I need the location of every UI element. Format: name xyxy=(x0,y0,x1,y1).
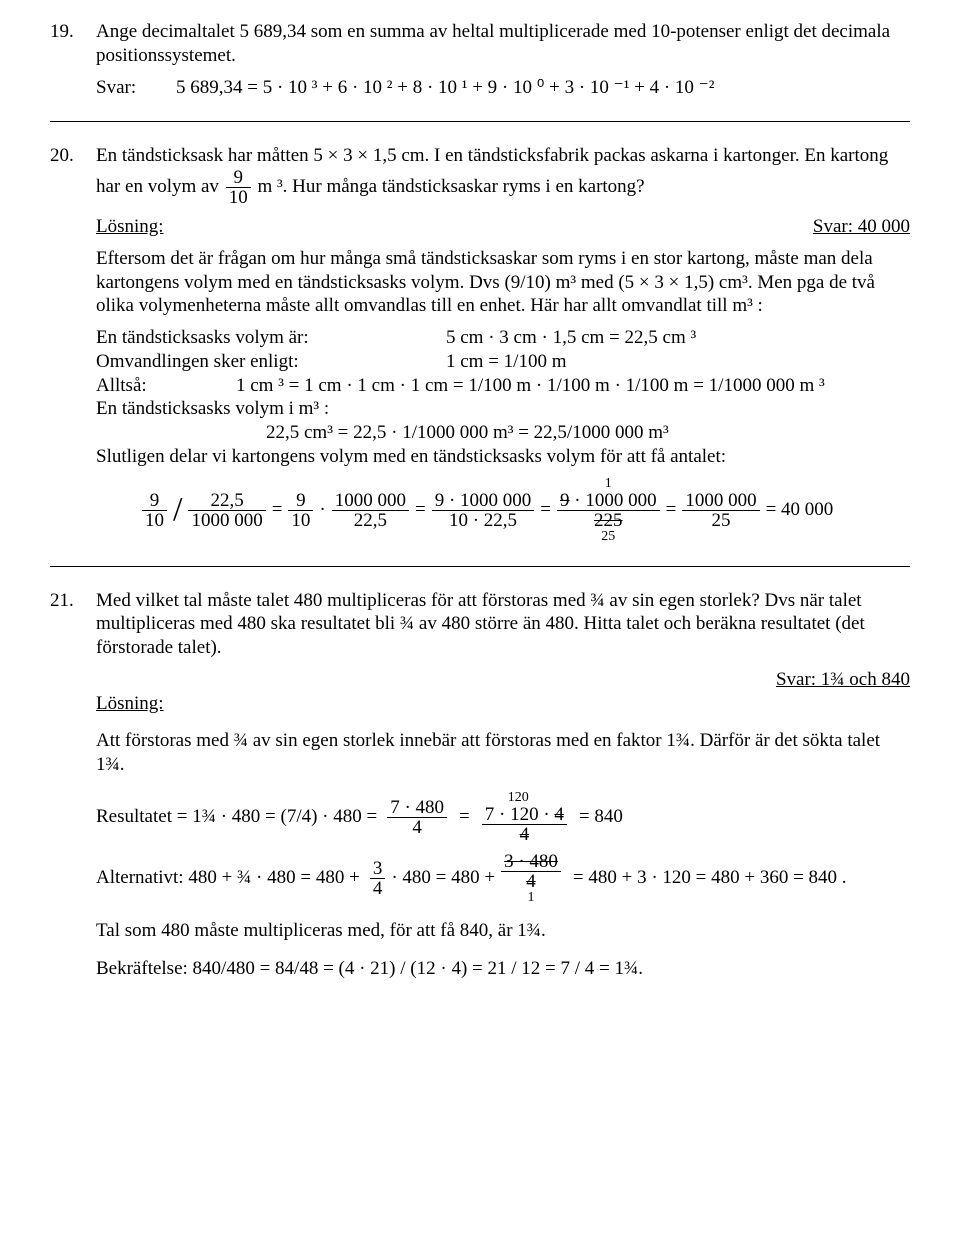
d: 1000 000 xyxy=(188,511,265,530)
problem-text: Med vilket tal måste talet 480 multiplic… xyxy=(96,589,910,660)
separator xyxy=(50,121,910,122)
problem-21: 21. Med vilket tal måste talet 480 multi… xyxy=(50,589,910,981)
d: 225 xyxy=(557,511,660,530)
equation-alternative: Alternativt: 480 + ¾ · 480 = 480 + 34 · … xyxy=(96,852,910,905)
d: 4 xyxy=(370,879,386,898)
label: En tändsticksasks volym i m³ : xyxy=(96,397,910,421)
n: 7 · 120 · 4 xyxy=(482,805,567,825)
result: = 40 000 xyxy=(766,498,834,522)
n: 9 · 1000 000 xyxy=(432,491,535,511)
frac-den: 10 xyxy=(226,188,251,207)
value: 1 cm ³ = 1 cm · 1 cm · 1 cm = 1/100 m · … xyxy=(236,374,825,398)
problem-number: 21. xyxy=(50,589,96,613)
d: 22,5 xyxy=(332,511,409,530)
cancel-small: 120 xyxy=(508,791,529,805)
rest: 7 · 120 · xyxy=(485,804,555,825)
n: 3 xyxy=(370,859,386,879)
d: 10 xyxy=(288,511,313,530)
n: 9 xyxy=(142,491,167,511)
problem-number: 20. xyxy=(50,144,96,168)
problem-text: En tändsticksask har måtten 5 × 3 × 1,5 … xyxy=(96,144,910,207)
struck: 4 xyxy=(554,804,564,825)
n: 9 xyxy=(288,491,313,511)
page: 19. Ange decimaltalet 5 689,34 som en su… xyxy=(0,0,960,1030)
answer-expression: 5 689,34 = 5 · 10 ³ + 6 · 10 ² + 8 · 10 … xyxy=(176,76,714,100)
problem-20: 20. En tändsticksask har måtten 5 × 3 × … xyxy=(50,144,910,543)
value: 5 cm · 3 cm · 1,5 cm = 22,5 cm ³ xyxy=(446,326,696,350)
text-part: m ³. Hur många tändsticksaskar ryms i en… xyxy=(257,176,644,197)
equation: 910 / 22,51000 000 = 910 · 1000 00022,5 … xyxy=(140,477,910,544)
n: 7 · 480 xyxy=(387,798,447,818)
problem-number: 19. xyxy=(50,20,96,44)
separator xyxy=(50,566,910,567)
label: Resultatet = 1¾ · 480 = (7/4) · 480 = xyxy=(96,805,377,829)
problem-text: Ange decimaltalet 5 689,34 som en summa … xyxy=(96,20,910,68)
d: 4 xyxy=(501,872,561,891)
cancel-fraction: 120 7 · 120 · 4 4 xyxy=(480,791,569,844)
label: Slutligen delar vi kartongens volym med … xyxy=(96,445,910,469)
result: = 840 xyxy=(579,805,623,829)
paragraph: Bekräftelse: 840/480 = 84/48 = (4 · 21) … xyxy=(96,957,910,981)
value: 22,5 cm³ = 22,5 · 1/1000 000 m³ = 22,5/1… xyxy=(266,421,910,445)
label: En tändsticksasks volym är: xyxy=(96,326,446,350)
d: 10 · 22,5 xyxy=(432,511,535,530)
rest: · 1000 000 xyxy=(570,490,657,511)
n: 9 · 1000 000 xyxy=(557,491,660,511)
problem-19: 19. Ange decimaltalet 5 689,34 som en su… xyxy=(50,20,910,99)
cancel-bottom: 25 xyxy=(601,530,615,544)
value: 1 cm = 1/100 m xyxy=(446,350,567,374)
label: Alternativt: 480 + ¾ · 480 = 480 + xyxy=(96,866,360,890)
paragraph: Eftersom det är frågan om hur många små … xyxy=(96,247,910,318)
paragraph: Att förstoras med ¾ av sin egen storlek … xyxy=(96,729,910,777)
struck: 9 xyxy=(560,490,570,511)
answer-label: Svar: xyxy=(96,76,176,100)
label: Omvandlingen sker enligt: xyxy=(96,350,446,374)
solution-label: Lösning: xyxy=(96,216,164,237)
paragraph: Tal som 480 måste multipliceras med, för… xyxy=(96,919,910,943)
d: 25 xyxy=(682,511,759,530)
answer-label: Svar: 40 000 xyxy=(813,215,910,239)
frac-num: 9 xyxy=(226,168,251,188)
result: = 480 + 3 · 120 = 480 + 360 = 840 . xyxy=(573,866,847,890)
n: 3 · 480 xyxy=(501,852,561,872)
equation-result: Resultatet = 1¾ · 480 = (7/4) · 480 = 7 … xyxy=(96,791,910,844)
cancel-small: 1 xyxy=(527,891,534,905)
answer-label: Svar: 1¾ och 840 xyxy=(776,668,910,692)
n: 1000 000 xyxy=(682,491,759,511)
d: 4 xyxy=(387,818,447,837)
n: 1000 000 xyxy=(332,491,409,511)
cancel-fraction: 3 · 480 4 1 xyxy=(499,852,563,905)
mid: · 480 = 480 + xyxy=(391,866,495,890)
cancel-top: 1 xyxy=(605,477,612,491)
d: 4 xyxy=(482,825,567,844)
d: 10 xyxy=(142,511,167,530)
label: Alltså: xyxy=(96,374,236,398)
fraction: 9 10 xyxy=(226,168,251,207)
solution-label: Lösning: xyxy=(96,693,164,714)
cancel-fraction: 1 9 · 1000 000 225 25 xyxy=(555,477,662,544)
n: 22,5 xyxy=(188,491,265,511)
